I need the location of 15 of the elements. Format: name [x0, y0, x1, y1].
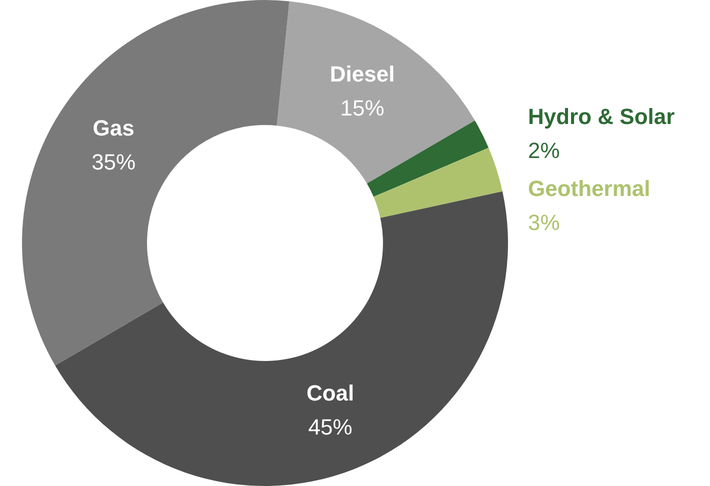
donut-slice	[55, 191, 508, 486]
slice-label: Geothermal	[528, 176, 650, 201]
donut-slice	[22, 0, 290, 366]
donut-slice	[276, 1, 475, 184]
data-label: 3%	[528, 210, 560, 235]
data-label: 35%	[92, 150, 136, 175]
donut-slice	[374, 148, 502, 218]
data-label: 2%	[528, 138, 560, 163]
data-label: 45%	[308, 414, 352, 440]
slice-label: Diesel	[330, 62, 395, 87]
donut-slice	[366, 120, 489, 197]
data-label: 15%	[340, 96, 384, 121]
slice-label: Hydro & Solar	[528, 104, 676, 129]
slice-label: Coal	[306, 380, 354, 406]
slice-label: Gas	[92, 116, 134, 141]
